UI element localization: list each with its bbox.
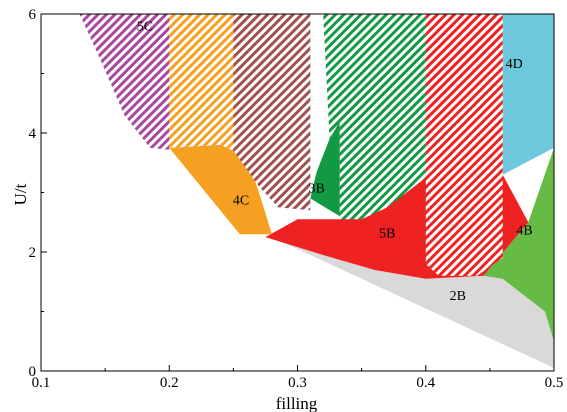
region-label-2b: 2B [450,289,466,304]
region-5c [79,14,170,150]
region-4b [483,147,554,342]
x-tick-label: 0.5 [545,375,564,391]
x-tick-label: 0.4 [416,375,435,391]
y-tick-label: 6 [29,7,37,23]
region-4d [502,14,554,175]
y-tick-label: 2 [29,245,37,261]
region-label-4d: 4D [506,57,523,72]
phase-region-labels: 2B 4B 4D 5B 4C 3B 5C [137,19,533,304]
region-label-4b: 4B [516,223,532,238]
x-tick-label: 0.1 [32,375,51,391]
region-label-5c: 5C [137,19,153,34]
y-axis-ticks: 0 2 4 6 [29,7,47,380]
y-tick-label: 0 [29,364,37,380]
y-axis-title: U/t [11,183,30,205]
region-label-4c: 4C [233,194,249,209]
x-axis-ticks: 0.1 0.2 0.3 0.4 0.5 [32,365,564,391]
x-tick-label: 0.3 [288,375,307,391]
phase-regions [79,14,554,368]
region-brown-hatch [233,14,311,211]
region-orange-hatch [169,14,234,151]
region-3b [310,121,340,217]
y-tick-label: 4 [29,126,37,142]
region-label-3b: 3B [309,182,325,197]
x-axis-title: filling [276,394,318,412]
region-red-hatch [425,14,503,276]
region-label-5b: 5B [379,226,395,241]
x-tick-label: 0.2 [160,375,179,391]
region-green-hatch [323,14,426,220]
